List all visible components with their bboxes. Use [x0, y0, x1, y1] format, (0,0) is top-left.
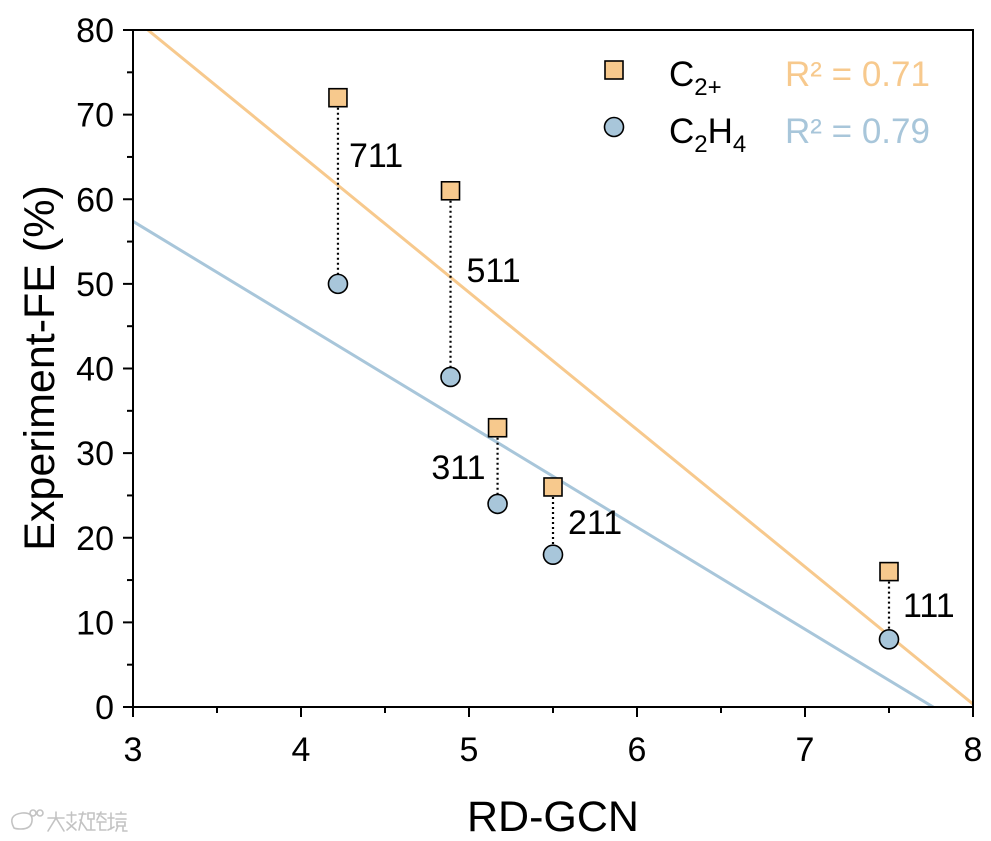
formula-symbol: C — [669, 55, 694, 94]
y-tick-label: 20 — [76, 520, 114, 558]
formula-subscript: 4 — [733, 131, 746, 158]
r-squared-label: R² = 0.71 — [785, 55, 930, 94]
x-tick-label: 8 — [964, 731, 983, 769]
data-point-circle — [440, 366, 461, 388]
data-point-square — [543, 477, 563, 497]
y-tick-label: 40 — [76, 351, 114, 389]
r-squared-label: R² = 0.79 — [785, 112, 930, 151]
legend-marker-circle — [603, 116, 625, 138]
formula-subscript: 2+ — [694, 74, 721, 101]
y-axis: 0 10 20 30 40 50 60 70 80 — [76, 12, 133, 727]
watermark-lettering — [47, 811, 128, 832]
watermark — [11, 809, 128, 832]
y-tick-label: 60 — [76, 181, 114, 219]
formula-symbol: H — [708, 112, 733, 151]
x-tick-label: 7 — [796, 731, 815, 769]
data-label: 511 — [467, 252, 521, 290]
data-point-square — [440, 180, 461, 201]
x-tick-label: 3 — [124, 731, 143, 769]
data-labels: 711 511 311 211 111 — [349, 137, 955, 625]
formula-symbol: C — [669, 112, 694, 151]
data-label: 211 — [568, 504, 622, 542]
x-tick-label: 4 — [292, 731, 311, 769]
data-points — [327, 87, 900, 650]
data-point-circle — [487, 493, 508, 515]
y-tick-label: 10 — [76, 604, 114, 642]
legend-entry: C2H4 R² = 0.79 — [603, 112, 930, 158]
data-point-square — [879, 561, 899, 582]
data-label: 111 — [903, 587, 955, 625]
data-point-circle — [327, 273, 349, 295]
data-point-circle — [542, 544, 564, 565]
y-tick-label: 0 — [95, 689, 114, 727]
data-label: 311 — [431, 449, 485, 487]
legend-marker-square — [604, 60, 624, 80]
x-axis-title: RD-GCN — [467, 793, 639, 841]
legend-entry: C2+ R² = 0.71 — [604, 55, 930, 101]
data-point-circle — [878, 628, 900, 650]
x-axis: 3 4 5 6 7 8 — [124, 707, 983, 769]
fit-line-square — [145, 30, 973, 706]
data-label: 711 — [349, 137, 403, 175]
y-tick-label: 70 — [76, 97, 114, 135]
y-tick-label: 50 — [76, 266, 114, 304]
fit-line-circle — [133, 220, 937, 707]
fit-lines — [133, 30, 973, 707]
x-tick-label: 5 — [460, 731, 479, 769]
legend-label: C2H4 — [669, 112, 746, 158]
formula-subscript: 2 — [694, 131, 707, 158]
data-point-square — [487, 417, 508, 438]
watermark-logo-icon — [11, 809, 44, 830]
x-tick-label: 6 — [628, 731, 647, 769]
y-axis-title: Experiment-FE (%) — [16, 185, 64, 551]
y-tick-label: 80 — [76, 12, 114, 50]
data-point-square — [328, 87, 348, 108]
y-tick-label: 30 — [76, 435, 114, 473]
dotted-connectors — [336, 97, 891, 640]
legend-label: C2+ — [669, 55, 722, 101]
